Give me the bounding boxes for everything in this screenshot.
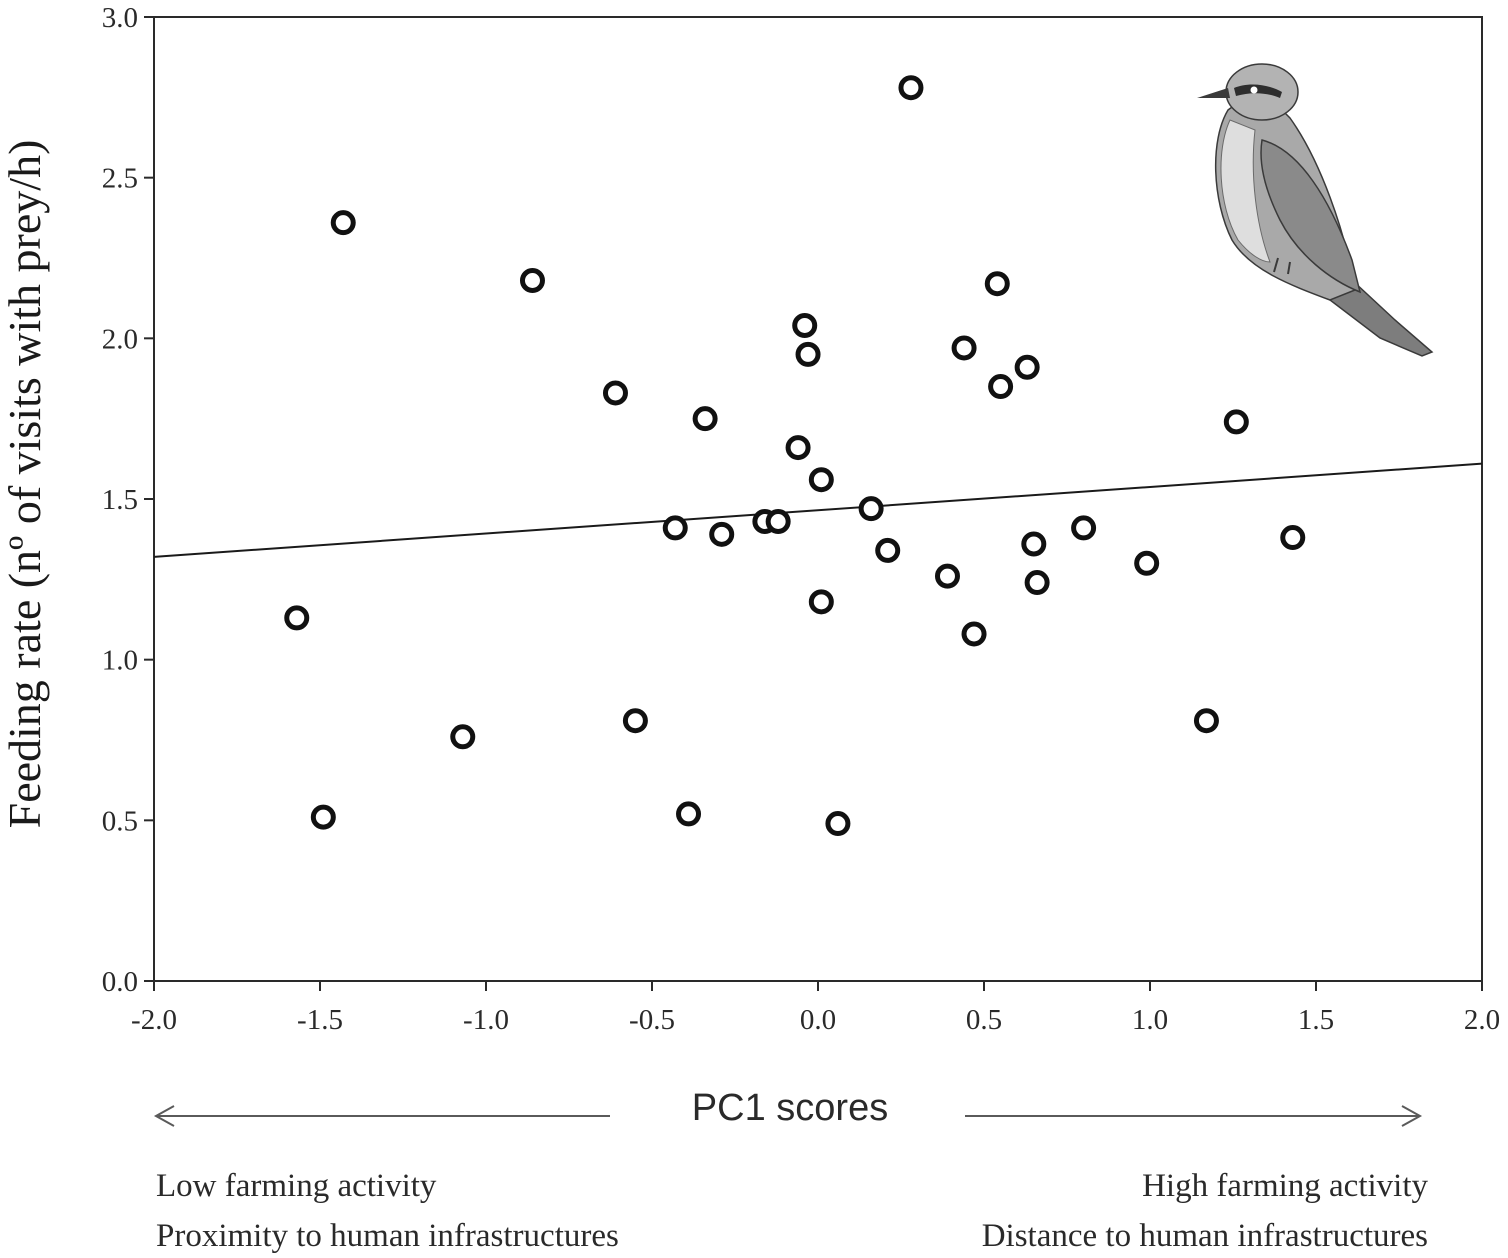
bird-eye-mask — [1234, 84, 1282, 98]
data-point — [934, 563, 960, 589]
data-point — [858, 496, 884, 522]
y-tick-label: 3.0 — [102, 2, 138, 34]
data-point — [1021, 531, 1047, 557]
data-point — [1223, 409, 1249, 435]
y-tick-label: 0.5 — [102, 805, 138, 837]
data-point — [284, 605, 310, 631]
data-point — [765, 508, 791, 534]
data-point — [662, 515, 688, 541]
data-point — [875, 537, 901, 563]
y-tick-label: 1.0 — [102, 645, 138, 677]
y-axis-title: Feeding rate (nº of visits with prey/h) — [0, 140, 50, 829]
data-point — [988, 374, 1014, 400]
data-point — [519, 267, 545, 293]
data-point — [622, 708, 648, 734]
bird-breast — [1220, 119, 1271, 263]
x-tick-label: -0.5 — [629, 1004, 675, 1036]
x-axis-title: PC1 scores — [692, 1087, 888, 1129]
x-tick-label: 0.0 — [800, 1004, 836, 1036]
data-point — [825, 811, 851, 837]
data-point — [795, 341, 821, 367]
data-point — [1193, 708, 1219, 734]
bird-wing — [1260, 139, 1362, 294]
bird-illustration — [1197, 63, 1434, 357]
x-tick-label: -1.0 — [463, 1004, 509, 1036]
regression-line — [153, 462, 1483, 558]
data-point — [1014, 354, 1040, 380]
data-point — [310, 804, 336, 830]
x-tick-label: 0.5 — [966, 1004, 1002, 1036]
data-points — [284, 75, 1306, 837]
data-point — [709, 521, 735, 547]
x-tick-label: 1.5 — [1298, 1004, 1334, 1036]
data-point — [984, 271, 1010, 297]
annotation-distance: Distance to human infrastructures — [982, 1218, 1428, 1254]
data-point — [898, 75, 924, 101]
data-point — [1071, 515, 1097, 541]
x-tick-label: -1.5 — [297, 1004, 343, 1036]
data-point — [692, 406, 718, 432]
annotation-high-farming: High farming activity — [1142, 1168, 1428, 1204]
x-tick-label: 1.0 — [1132, 1004, 1168, 1036]
data-point — [676, 801, 702, 827]
data-point — [330, 210, 356, 236]
annotation-proximity: Proximity to human infrastructures — [156, 1218, 619, 1254]
y-tick-label: 2.0 — [102, 323, 138, 355]
bird-eye — [1250, 86, 1258, 94]
bird-beak — [1197, 88, 1230, 98]
bird-legs — [1273, 257, 1291, 275]
data-point — [808, 467, 834, 493]
data-point — [951, 335, 977, 361]
data-point — [1280, 525, 1306, 551]
data-point — [1024, 570, 1050, 596]
x-axis-ticks: -2.0 -1.5 -1.0 -0.5 0.0 0.5 1.0 1.5 2.0 — [131, 981, 1500, 1036]
right-arrow — [965, 1105, 1423, 1127]
data-point — [602, 380, 628, 406]
annotation-low-farming: Low farming activity — [156, 1168, 437, 1204]
left-arrow — [153, 1105, 610, 1127]
data-point — [785, 435, 811, 461]
data-point — [450, 724, 476, 750]
y-tick-label: 0.0 — [102, 966, 138, 998]
data-point — [792, 312, 818, 338]
y-axis-ticks: 0.0 0.5 1.0 1.5 2.0 2.5 3.0 — [102, 2, 154, 998]
x-tick-label: 2.0 — [1464, 1004, 1500, 1036]
data-point — [1134, 550, 1160, 576]
y-tick-label: 1.5 — [102, 484, 138, 516]
data-point — [961, 621, 987, 647]
data-point — [808, 589, 834, 615]
y-tick-label: 2.5 — [102, 163, 138, 195]
x-tick-label: -2.0 — [131, 1004, 177, 1036]
